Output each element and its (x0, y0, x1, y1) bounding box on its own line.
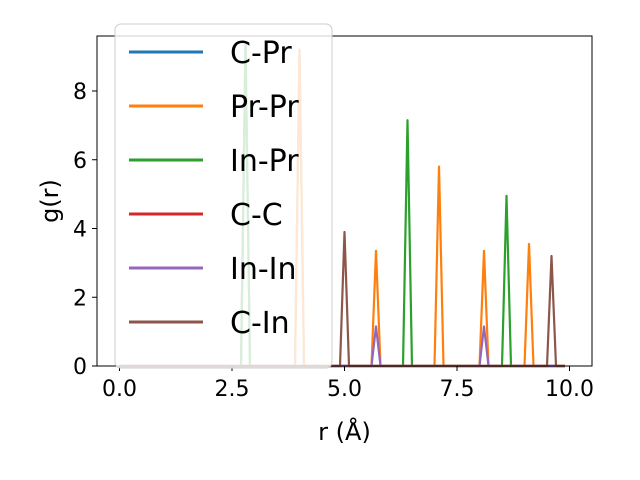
y-tick-label: 0 (73, 355, 87, 380)
ticks-layer: 0.0 2.5 5.0 7.5 10.0 0 2 4 6 8 (73, 80, 594, 402)
legend-box (114, 23, 333, 369)
legend: C-Pr Pr-Pr In-Pr C-C In-In C-In (114, 23, 333, 369)
legend-items: C-Pr Pr-Pr In-Pr C-C In-In C-In (129, 36, 299, 341)
y-tick-label: 2 (73, 286, 87, 311)
legend-label-in-in: In-In (230, 252, 297, 287)
legend-label-c-pr: C-Pr (230, 36, 292, 71)
y-tick-label: 4 (73, 218, 87, 243)
y-tick-label: 6 (73, 149, 87, 174)
y-tick-label: 8 (73, 80, 87, 105)
x-tick-label: 0.0 (102, 377, 137, 402)
x-tick-label: 10.0 (545, 377, 594, 402)
legend-label-c-in: C-In (230, 306, 290, 341)
x-axis-label: r (Å) (318, 417, 371, 446)
x-tick-label: 5.0 (327, 377, 362, 402)
x-tick-label: 2.5 (215, 377, 250, 402)
legend-label-c-c: C-C (230, 198, 283, 233)
x-tick-label: 7.5 (440, 377, 475, 402)
legend-label-in-pr: In-Pr (230, 144, 299, 179)
legend-label-pr-pr: Pr-Pr (230, 90, 299, 125)
y-axis-label: g(r) (36, 179, 64, 223)
